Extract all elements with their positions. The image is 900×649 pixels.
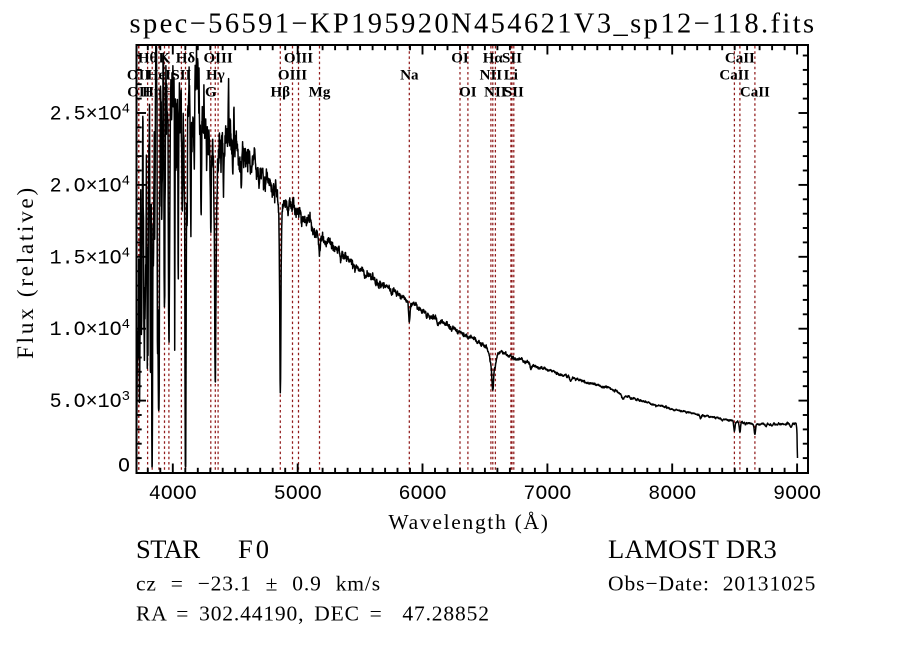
svg-text:Wavelength (Å): Wavelength (Å) xyxy=(388,510,549,534)
svg-text:LAMOST DR3: LAMOST DR3 xyxy=(608,534,777,564)
svg-text:2.5×1O4: 2.5×1O4 xyxy=(50,102,130,127)
svg-text:1.O×1O4: 1.O×1O4 xyxy=(50,317,130,342)
svg-text:6OOO: 6OOO xyxy=(398,483,446,506)
svg-text:OIII: OIII xyxy=(284,51,313,67)
svg-text:HeI: HeI xyxy=(147,68,171,84)
svg-text:CaII: CaII xyxy=(725,51,755,67)
svg-text:SII: SII xyxy=(502,51,522,67)
svg-text:RA = 302.44190, DEC = 47.2885: RA = 302.44190, DEC = 47.28852 xyxy=(136,602,490,626)
svg-text:7OOO: 7OOO xyxy=(523,483,571,506)
svg-text:Hβ: Hβ xyxy=(271,85,291,101)
svg-text:OI: OI xyxy=(451,51,469,67)
svg-text:Mg: Mg xyxy=(309,85,331,101)
svg-text:Na: Na xyxy=(400,68,419,84)
svg-text:SII: SII xyxy=(504,85,524,101)
svg-text:Hη: Hη xyxy=(142,85,162,101)
svg-text:5.O×1O3: 5.O×1O3 xyxy=(50,389,130,414)
svg-text:4OOO: 4OOO xyxy=(149,483,197,506)
svg-text:OII: OII xyxy=(127,68,151,84)
svg-text:OI: OI xyxy=(459,85,477,101)
svg-text:Hγ: Hγ xyxy=(206,68,225,84)
svg-text:SII: SII xyxy=(171,68,191,84)
svg-text:NII: NII xyxy=(480,68,503,84)
svg-text:Li: Li xyxy=(504,68,518,84)
svg-text:H: H xyxy=(163,85,175,101)
svg-text:Hδ: Hδ xyxy=(176,51,196,67)
svg-text:9OOO: 9OOO xyxy=(773,483,821,506)
svg-text:OIII: OIII xyxy=(278,68,307,84)
svg-text:spec−56591−KP195920N454621V3_s: spec−56591−KP195920N454621V3_sp12−118.fi… xyxy=(129,9,816,40)
svg-text:OIII: OIII xyxy=(204,51,233,67)
svg-text:Hθ: Hθ xyxy=(138,51,158,67)
svg-text:Hα: Hα xyxy=(483,51,504,67)
svg-text:O: O xyxy=(118,456,130,479)
svg-text:cz = −23.1 ± 0.9 km/s: cz = −23.1 ± 0.9 km/s xyxy=(136,572,381,596)
svg-text:8OOO: 8OOO xyxy=(648,483,696,506)
svg-text:STAR: STAR xyxy=(136,534,200,564)
svg-text:K: K xyxy=(159,51,171,67)
svg-text:OII: OII xyxy=(127,85,151,101)
svg-text:NII: NII xyxy=(484,85,507,101)
svg-text:CaII: CaII xyxy=(719,68,749,84)
svg-text:5OOO: 5OOO xyxy=(274,483,322,506)
svg-text:F0: F0 xyxy=(238,534,272,564)
svg-text:Flux (relative): Flux (relative) xyxy=(13,185,38,359)
svg-text:1.5×1O4: 1.5×1O4 xyxy=(50,245,130,270)
svg-text:Obs−Date: 20131025: Obs−Date: 20131025 xyxy=(608,572,816,596)
svg-text:CaII: CaII xyxy=(740,85,770,101)
svg-text:2.O×1O4: 2.O×1O4 xyxy=(50,173,130,198)
svg-text:G: G xyxy=(205,85,217,101)
